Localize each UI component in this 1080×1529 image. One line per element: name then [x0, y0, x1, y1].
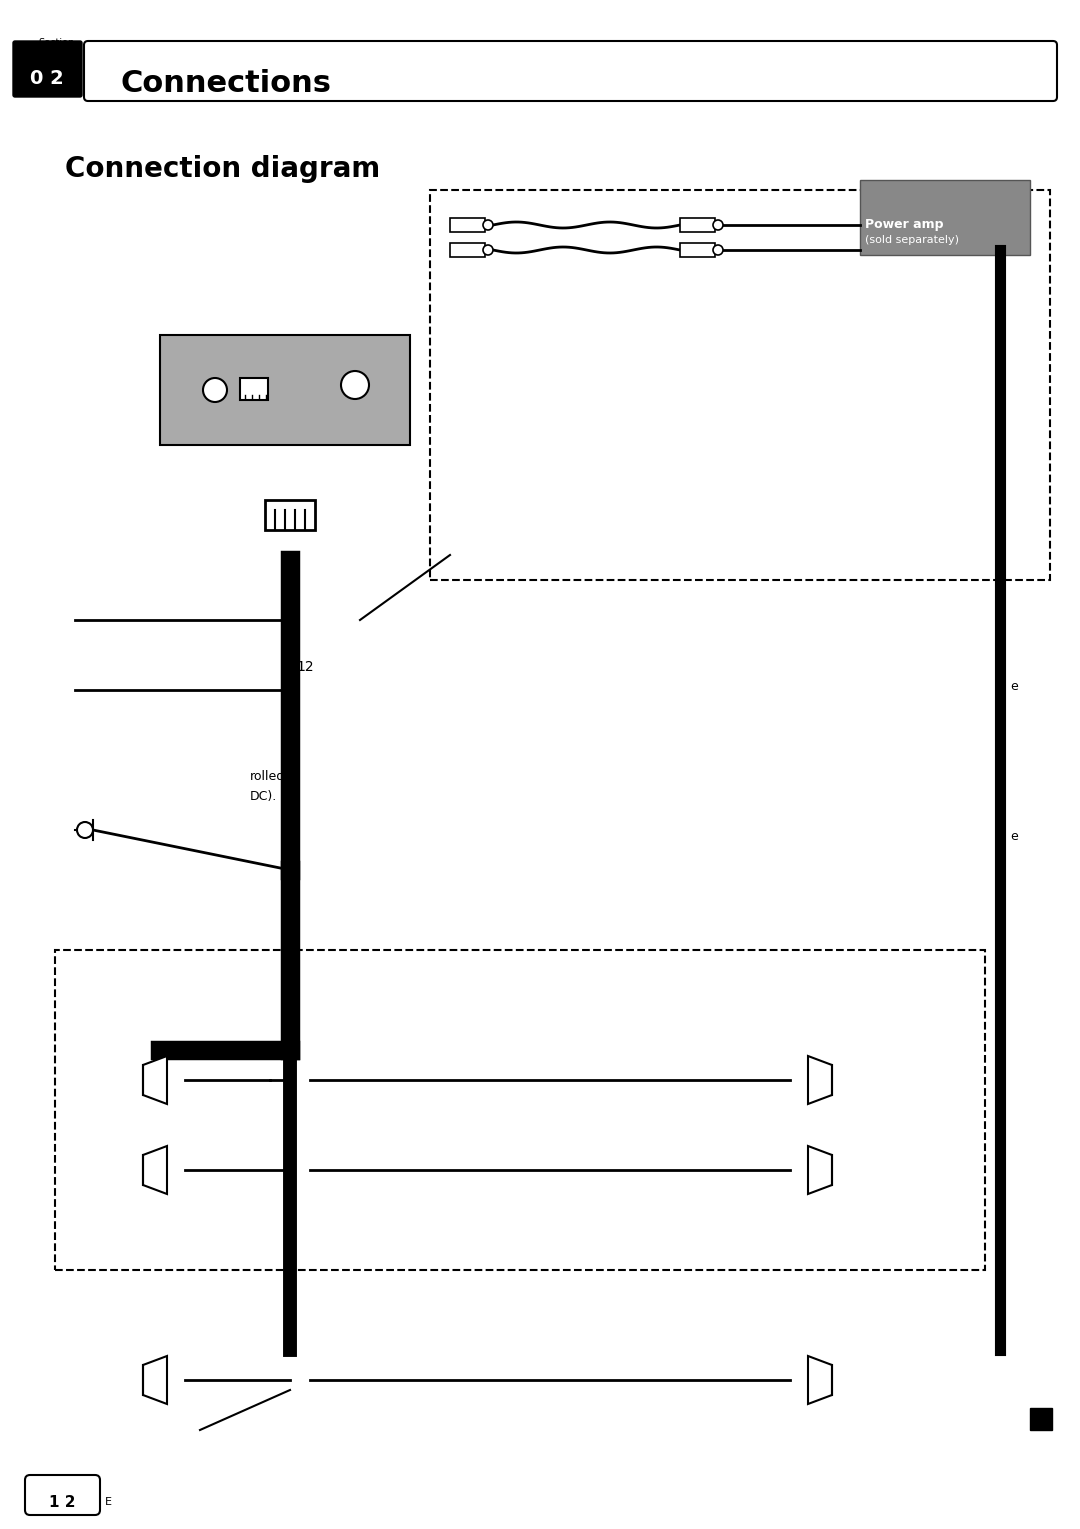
FancyBboxPatch shape: [25, 1475, 100, 1515]
Circle shape: [203, 378, 227, 402]
Text: Section: Section: [38, 38, 75, 47]
Bar: [265, 500, 315, 531]
Text: (sold separately): (sold separately): [865, 235, 959, 245]
Text: 0 2: 0 2: [30, 69, 64, 89]
Polygon shape: [143, 1147, 167, 1194]
Polygon shape: [808, 1057, 832, 1104]
FancyBboxPatch shape: [84, 41, 1057, 101]
Bar: [1030, 1408, 1052, 1430]
Text: DC).: DC).: [249, 790, 278, 803]
Circle shape: [483, 220, 492, 229]
Bar: [430, 190, 1050, 579]
Bar: [680, 219, 715, 232]
Text: e: e: [1010, 680, 1017, 693]
Polygon shape: [808, 1147, 832, 1194]
Circle shape: [341, 372, 369, 399]
Text: Connections: Connections: [120, 69, 330, 98]
Bar: [860, 180, 1030, 255]
Text: Power amp: Power amp: [865, 219, 944, 231]
Bar: [450, 219, 485, 232]
Text: 1 2: 1 2: [49, 1495, 76, 1511]
Bar: [240, 378, 268, 401]
Bar: [450, 243, 485, 257]
FancyBboxPatch shape: [13, 41, 82, 96]
Bar: [160, 335, 410, 445]
Text: 12: 12: [296, 661, 313, 674]
Polygon shape: [143, 1356, 167, 1404]
Text: Connection diagram: Connection diagram: [65, 154, 380, 183]
Bar: [680, 243, 715, 257]
Text: e: e: [1010, 830, 1017, 842]
Bar: [55, 950, 985, 1271]
Text: E: E: [105, 1497, 112, 1508]
Text: rolled: rolled: [249, 771, 285, 783]
Circle shape: [483, 245, 492, 255]
Polygon shape: [143, 1057, 167, 1104]
Circle shape: [713, 220, 723, 229]
Circle shape: [77, 823, 93, 838]
Polygon shape: [808, 1356, 832, 1404]
Circle shape: [713, 245, 723, 255]
